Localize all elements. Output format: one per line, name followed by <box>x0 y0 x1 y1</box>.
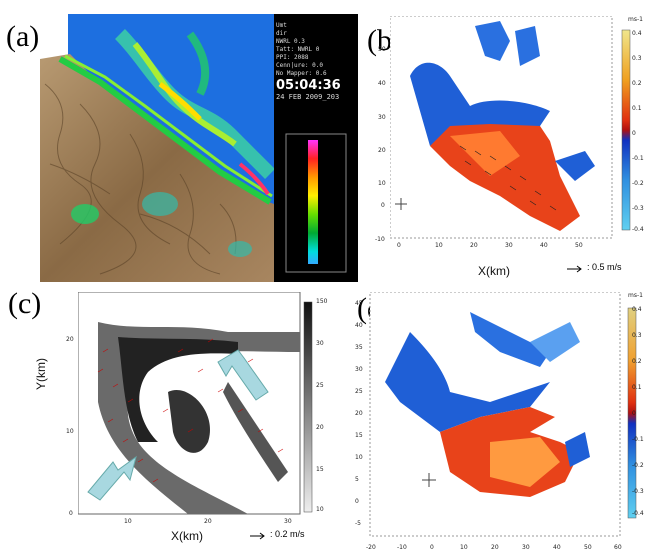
panel-d-colorbar-unit: ms-1 <box>628 292 643 299</box>
panel-c-label: (c) <box>8 287 42 320</box>
panel-d-xtick: 10 <box>460 544 468 551</box>
colorbar-tick: 150 <box>316 298 328 305</box>
radar-info-line: Tatt: NWRL 0 <box>276 46 320 53</box>
panel-b-ytick: 40 <box>378 80 386 87</box>
panel-c-xtick: 10 <box>124 518 132 525</box>
scale-arrow-icon <box>250 532 265 540</box>
panel-d-xtick: -10 <box>397 544 407 551</box>
colorbar-tick: -0.2 <box>632 180 644 187</box>
panel-b-scale: : 0.5 m/s <box>567 262 653 276</box>
panel-b-ytick: 50 <box>378 46 386 53</box>
panel-b-plot <box>390 16 631 239</box>
panel-d-ytick: -5 <box>355 520 361 527</box>
panel-d-plot <box>369 292 637 537</box>
panel-d-ytick: 45 <box>355 300 363 307</box>
panel-d-xtick: 50 <box>584 544 592 551</box>
panel-d-xtick: 40 <box>553 544 561 551</box>
colorbar-tick: -0.4 <box>632 226 644 233</box>
panel-d-ytick: 30 <box>355 366 363 373</box>
panel-d-ytick: 35 <box>355 344 363 351</box>
panel-c-xtick: 30 <box>284 518 292 525</box>
colorbar-tick: -0.3 <box>632 488 644 495</box>
panel-b-scale-text: : 0.5 m/s <box>587 262 622 272</box>
colorbar-tick: 0.2 <box>632 358 642 365</box>
radar-info-line: No Mapper: 0.6 <box>276 70 327 77</box>
panel-d-ytick: 5 <box>355 476 359 483</box>
radar-info-line: NWRL 0.3 <box>276 38 305 45</box>
radar-info-line: Umt <box>276 22 287 29</box>
panel-d-ytick: 25 <box>355 388 363 395</box>
panel-b-ytick: -10 <box>375 236 385 243</box>
panel-b-xlabel: X(km) <box>478 264 510 278</box>
panel-b-ytick: 10 <box>378 180 386 187</box>
panel-c-ylabel: Y(km) <box>34 358 48 390</box>
colorbar-tick: 0 <box>632 130 636 137</box>
colorbar-tick: 0.3 <box>632 332 642 339</box>
panel-b-colorbar-ticks: 0.4 0.3 0.2 0.1 0 -0.1 -0.2 -0.3 -0.4 <box>632 30 654 233</box>
colorbar-tick: -0.1 <box>632 155 644 162</box>
colorbar-tick: 0.3 <box>632 55 642 62</box>
colorbar-tick: 10 <box>316 506 324 513</box>
colorbar-tick: 20 <box>316 424 324 431</box>
colorbar-tick: 0.4 <box>632 30 642 37</box>
colorbar-tick: -0.3 <box>632 205 644 212</box>
panel-b-colorbar-unit: ms-1 <box>628 16 643 23</box>
panel-d-ytick: 15 <box>355 432 363 439</box>
radar-info-line: dir <box>276 30 287 37</box>
panel-c-xlabel: X(km) <box>171 529 203 543</box>
panel-d-xtick: 60 <box>614 544 622 551</box>
radar-time: 05:04:36 <box>276 78 341 93</box>
colorbar-tick: -0.1 <box>632 436 644 443</box>
panel-d-xtick: -20 <box>366 544 376 551</box>
colorbar-tick: 0.4 <box>632 306 642 313</box>
radar-date: 24 FEB 2009_203 <box>276 93 340 101</box>
panel-b-ytick: 30 <box>378 114 386 121</box>
colorbar-tick: 15 <box>316 466 324 473</box>
panel-c-colorbar-ticks: 150 30 25 20 15 10 <box>316 298 336 518</box>
colorbar-tick: 0.2 <box>632 80 642 87</box>
panel-a-label: (a) <box>6 20 40 53</box>
panel-b-xtick: 50 <box>575 242 583 249</box>
panel-b-xtick: 0 <box>397 242 401 249</box>
colorbar-tick: -0.4 <box>632 510 644 517</box>
panel-c-xtick: 20 <box>204 518 212 525</box>
panel-d-yticks: 45 40 35 30 25 20 15 10 5 0 -5 <box>355 300 371 540</box>
panel-d-xtick: 0 <box>430 544 434 551</box>
radar-info-line: Cenn|ure: 0.0 <box>276 62 323 69</box>
colorbar-tick: 30 <box>316 340 324 347</box>
panel-c-ytick: 0 <box>69 510 73 517</box>
panel-d-colorbar-ticks: 0.4 0.3 0.2 0.1 0 -0.1 -0.2 -0.3 -0.4 <box>632 306 654 517</box>
panel-b-xtick: 30 <box>505 242 513 249</box>
panel-d-xticks: -20 -10 0 10 20 30 40 50 60 <box>366 544 626 554</box>
panel-d-xtick: 20 <box>491 544 499 551</box>
panel-b-ytick: 0 <box>381 202 385 209</box>
panel-d-ytick: 20 <box>355 410 363 417</box>
panel-b-ytick: 20 <box>378 147 386 154</box>
panel-a-radar-map <box>40 14 358 282</box>
panel-d-ytick: 0 <box>355 498 359 505</box>
panel-c-scale-text: : 0.2 m/s <box>270 529 305 539</box>
colorbar-tick: -0.2 <box>632 462 644 469</box>
colorbar-tick: 0.1 <box>632 384 642 391</box>
panel-d-ytick: 40 <box>355 322 363 329</box>
panel-c-scale: : 0.2 m/s <box>250 529 330 543</box>
panel-c-plot <box>78 292 313 515</box>
panel-d-ytick: 10 <box>355 454 363 461</box>
colorbar-tick: 0.1 <box>632 105 642 112</box>
colorbar-tick: 25 <box>316 382 324 389</box>
panel-d-xtick: 30 <box>522 544 530 551</box>
panel-c-ytick: 20 <box>66 336 74 343</box>
panel-b-xtick: 20 <box>470 242 478 249</box>
scale-arrow-icon <box>567 265 582 273</box>
panel-b-xtick: 40 <box>540 242 548 249</box>
panel-b-xtick: 10 <box>435 242 443 249</box>
panel-c-ytick: 10 <box>66 428 74 435</box>
radar-info-line: PPI: 2088 <box>276 54 309 61</box>
radar-info-block: Umt dir NWRL 0.3 Tatt: NWRL 0 PPI: 2088 … <box>276 22 341 101</box>
colorbar-tick: 0 <box>632 410 636 417</box>
